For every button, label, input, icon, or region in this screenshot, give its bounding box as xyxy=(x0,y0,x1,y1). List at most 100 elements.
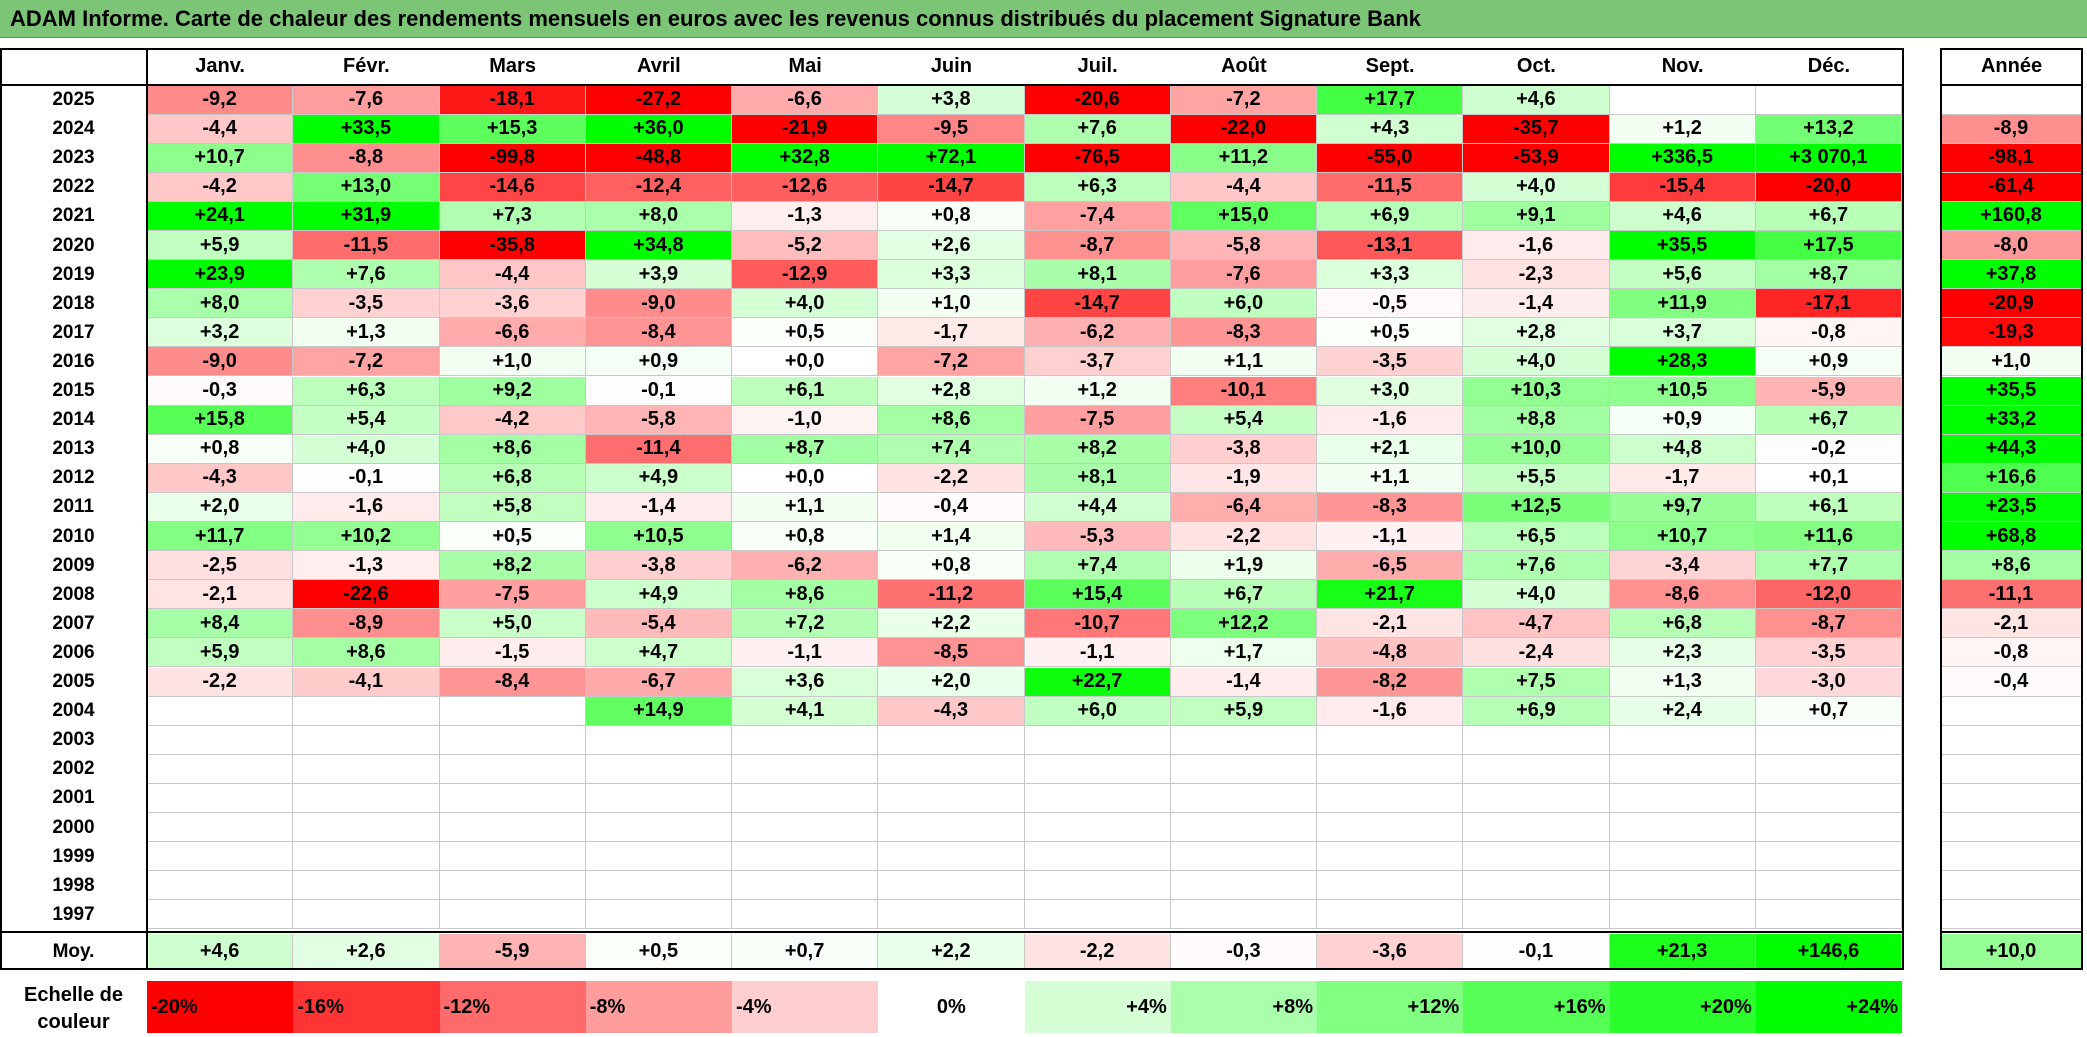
heatmap-cell: +0,8 xyxy=(147,434,294,464)
heatmap-cell xyxy=(878,842,1025,872)
annual-cell: -61,4 xyxy=(1940,172,2083,202)
heatmap-cell: +1,4 xyxy=(878,522,1025,552)
heatmap-cell xyxy=(1755,85,1902,115)
color-scale-stop: -16% xyxy=(293,981,440,1033)
heatmap-cell: +6,9 xyxy=(1317,201,1464,231)
heatmap-cell xyxy=(1755,725,1902,755)
heatmap-cell: +2,0 xyxy=(147,492,294,522)
heatmap-cell: +3,9 xyxy=(585,260,732,290)
year-label: 2021 xyxy=(52,205,95,227)
heatmap-cell xyxy=(878,725,1025,755)
heatmap-cell xyxy=(1024,900,1171,930)
annual-cell: -11,1 xyxy=(1940,580,2083,610)
heatmap-cell xyxy=(1317,813,1464,843)
heatmap-cell: -5,8 xyxy=(585,405,732,435)
heatmap-cell xyxy=(439,725,586,755)
heatmap-cell: +7,5 xyxy=(1463,667,1610,697)
heatmap-cell: -4,4 xyxy=(439,260,586,290)
heatmap-cell: +17,5 xyxy=(1755,231,1902,261)
heatmap-cell xyxy=(1609,900,1756,930)
heatmap-cell: -15,4 xyxy=(1609,172,1756,202)
heatmap-cell: -0,8 xyxy=(1755,318,1902,348)
heatmap-cell xyxy=(1755,783,1902,813)
heatmap-cell: +8,6 xyxy=(293,638,440,668)
year-label: 2014 xyxy=(52,409,95,431)
heatmap-cell xyxy=(293,783,440,813)
heatmap-cell: +1,3 xyxy=(1609,667,1756,697)
annual-cell: -8,9 xyxy=(1940,114,2083,144)
heatmap-cell: +0,5 xyxy=(732,318,879,348)
heatmap-cell: +15,8 xyxy=(147,405,294,435)
heatmap-cell xyxy=(439,813,586,843)
heatmap-cell: -0,1 xyxy=(585,376,732,406)
heatmap-cell xyxy=(293,900,440,930)
heatmap-cell: +0,5 xyxy=(1317,318,1464,348)
year-label: 2023 xyxy=(52,147,95,169)
heatmap-cell: +1,1 xyxy=(732,492,879,522)
heatmap-cell: -4,1 xyxy=(293,667,440,697)
heatmap-cell: +0,7 xyxy=(1755,696,1902,726)
heatmap-cell: -3,8 xyxy=(585,551,732,581)
heatmap-cell: -2,2 xyxy=(878,463,1025,493)
heatmap-cell: -0,2 xyxy=(1755,434,1902,464)
month-header: Juil. xyxy=(1024,48,1171,85)
month-header: Avril xyxy=(585,48,732,85)
heatmap-cell: -8,3 xyxy=(1317,492,1464,522)
heatmap-cell: -22,6 xyxy=(293,580,440,610)
annual-cell xyxy=(1940,754,2083,784)
heatmap-cell: -6,2 xyxy=(1024,318,1171,348)
annual-cell: +160,8 xyxy=(1940,201,2083,231)
heatmap-cell: +6,5 xyxy=(1463,522,1610,552)
annual-cell xyxy=(1940,871,2083,901)
heatmap-cell: -7,2 xyxy=(878,347,1025,377)
heatmap-cell xyxy=(585,900,732,930)
year-label: 2020 xyxy=(52,234,95,256)
heatmap-cell: -2,2 xyxy=(147,667,294,697)
heatmap-cell: +8,2 xyxy=(439,551,586,581)
year-label: 2016 xyxy=(52,350,95,372)
heatmap-cell: +12,5 xyxy=(1463,492,1610,522)
year-label: 2008 xyxy=(52,583,95,605)
heatmap-cell xyxy=(1317,754,1464,784)
heatmap-cell: -22,0 xyxy=(1170,114,1317,144)
heatmap-cell xyxy=(147,754,294,784)
heatmap-cell: +14,9 xyxy=(585,696,732,726)
heatmap-cell: +6,0 xyxy=(1170,289,1317,319)
year-label: 2012 xyxy=(52,467,95,489)
heatmap-cell: +0,0 xyxy=(732,463,879,493)
heatmap-cell: -8,5 xyxy=(878,638,1025,668)
heatmap-cell: -2,5 xyxy=(147,551,294,581)
annual-cell: -8,0 xyxy=(1940,231,2083,261)
heatmap-cell: +3,0 xyxy=(1317,376,1464,406)
heatmap-cell xyxy=(439,696,586,726)
heatmap-cell xyxy=(1609,85,1756,115)
heatmap-cell: +8,0 xyxy=(585,201,732,231)
heatmap-cell xyxy=(439,900,586,930)
annual-cell: +8,6 xyxy=(1940,551,2083,581)
heatmap-cell: -18,1 xyxy=(439,85,586,115)
annual-cell: +35,5 xyxy=(1940,376,2083,406)
heatmap-cell: +6,3 xyxy=(293,376,440,406)
heatmap-cell: +2,6 xyxy=(878,231,1025,261)
heatmap-cell xyxy=(1170,813,1317,843)
heatmap-cell: -12,6 xyxy=(732,172,879,202)
heatmap-cell xyxy=(585,783,732,813)
heatmap-cell: +11,9 xyxy=(1609,289,1756,319)
year-label: 2007 xyxy=(52,612,95,634)
heatmap-cell: -7,4 xyxy=(1024,201,1171,231)
heatmap-cell: -12,9 xyxy=(732,260,879,290)
heatmap-cell xyxy=(585,725,732,755)
heatmap-cell: +7,7 xyxy=(1755,551,1902,581)
heatmap-cell xyxy=(1317,725,1464,755)
heatmap-cell: +4,3 xyxy=(1317,114,1464,144)
annual-cell: +23,5 xyxy=(1940,492,2083,522)
heatmap-cell: -9,2 xyxy=(147,85,294,115)
heatmap-cell xyxy=(293,813,440,843)
heatmap-cell: +4,4 xyxy=(1024,492,1171,522)
heatmap-cell xyxy=(1024,783,1171,813)
heatmap-cell: -8,7 xyxy=(1755,609,1902,639)
heatmap-cell: -3,7 xyxy=(1024,347,1171,377)
heatmap-cell: +1,1 xyxy=(1170,347,1317,377)
heatmap-cell xyxy=(1755,900,1902,930)
heatmap-cell: +4,7 xyxy=(585,638,732,668)
